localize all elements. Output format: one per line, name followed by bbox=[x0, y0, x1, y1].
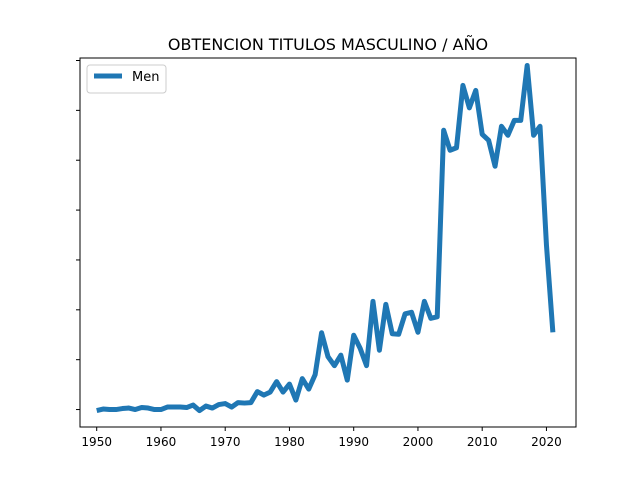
chart-title: OBTENCION TITULOS MASCULINO / AÑO bbox=[168, 35, 488, 54]
x-tick-label-4: 1990 bbox=[338, 435, 369, 449]
x-tick-label-3: 1980 bbox=[274, 435, 305, 449]
axes-frame bbox=[79, 57, 577, 428]
x-tick-label-7: 2020 bbox=[531, 435, 562, 449]
legend-box bbox=[86, 64, 167, 94]
legend: Men bbox=[86, 64, 167, 94]
legend-label-0: Men bbox=[132, 70, 159, 85]
y-axis bbox=[76, 59, 80, 411]
x-tick-label-5: 2000 bbox=[403, 435, 434, 449]
x-tick-label-0: 1950 bbox=[81, 435, 112, 449]
x-tick-label-2: 1970 bbox=[210, 435, 241, 449]
x-tick-label-6: 2010 bbox=[467, 435, 498, 449]
plot-area bbox=[96, 62, 556, 414]
series-line-0 bbox=[96, 62, 556, 414]
x-tick-label-1: 1960 bbox=[146, 435, 177, 449]
x-axis: 1950 1960 1970 1980 1990 2000 2010 2020 bbox=[81, 427, 562, 449]
